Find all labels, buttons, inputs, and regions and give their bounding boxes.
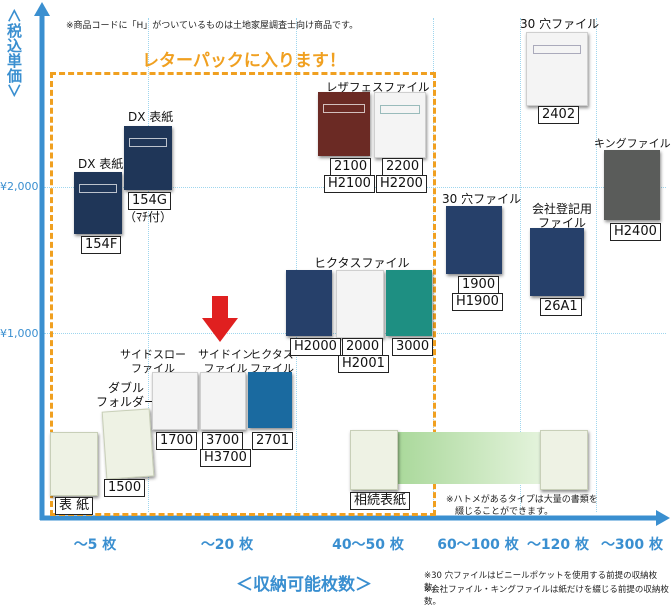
label-dx-hyoshi-f: DX 表紙 [78,157,124,171]
hiktas-2701-file [248,372,292,428]
label-30ana: 30 穴ファイル [442,192,522,206]
letterpack-box [50,72,436,516]
code-h2400: H2400 [610,223,661,241]
kaisha-26a1-file [530,228,584,296]
hiktas-3000-file [386,270,432,336]
code-2701: 2701 [252,432,294,450]
code-hyoshi: 表 紙 [55,497,94,515]
code-2000: 2000 [342,338,384,356]
code-1500: 1500 [104,479,146,497]
dx-154g-file [124,126,172,190]
king-h2400-file [604,150,660,220]
leather-2100-file [318,92,370,156]
side-slow-file [152,372,198,430]
code-2100: 2100 [330,158,372,176]
label-hiktas-small: ヒクタス ファイル [250,348,294,375]
code-1900: 1900 [458,276,500,294]
highlight-arrow [202,296,238,342]
label-double-folder: ダブル フォルダー [96,381,157,409]
code-3700: 3700 [202,432,244,450]
x-tick-5: ～5 枚 [73,537,117,553]
label-30ana-top: 30 穴ファイル [520,17,600,31]
x-tick-120: ～120 枚 [526,537,590,553]
x-tick-40-50: 40～50 枚 [332,537,404,553]
gridline-v2 [296,18,297,512]
code-h2100: H2100 [324,175,375,193]
code-154g-sub: （ﾏﾁ付） [124,210,173,224]
sozoku-file-left [350,430,398,490]
code-sozoku: 相続表紙 [350,492,411,510]
code-2200: 2200 [382,158,424,176]
code-154g: 154G [128,192,171,210]
hiktas-2000-file [336,270,384,338]
code-26a1: 26A1 [540,298,582,316]
label-hiktas: ヒクタスファイル [314,256,410,270]
code-h1900: H1900 [452,293,503,311]
label-dx-hyoshi-g: DX 表紙 [128,110,174,124]
x-tick-300: ～300 枚 [600,537,664,553]
hiktas-h2000-file [286,270,332,336]
gridline-v5 [596,18,597,512]
label-king: キングファイル G [594,137,672,150]
hatome-note: ※ハトメがあるタイプは大量の書類を 綴じることができます。 [446,495,598,517]
x-tick-60-100: 60～100 枚 [437,537,519,553]
y-tick-2000: ¥2,000 [0,180,39,193]
code-h2000: H2000 [290,338,341,356]
y-axis-label: ＜税込単価＞ [5,8,23,99]
code-h2001: H2001 [338,355,389,373]
x-axis-label: ＜収納可能枚数＞ [236,575,372,595]
double-folder-file [101,408,155,480]
letterpack-label: レターパックに入ります！ [142,51,346,71]
footnote-2: ※会社ファイル・キングファイルは紙だけを綴じる前提の収納枚数。 [424,585,669,607]
gridline-v1 [148,18,149,512]
label-kaisha: 会社登記用 ファイル [532,202,593,230]
code-h3700: H3700 [200,449,251,467]
hatome-band [396,432,546,484]
30ana-2402-file [526,32,588,106]
30ana-1900-file [446,206,502,274]
gridline-v4 [520,18,521,512]
code-1700: 1700 [156,432,198,450]
label-side-slow: サイドスロー ファイル [120,348,186,375]
label-leather: レザフェスファイル [326,80,430,94]
hyoshi-file [50,432,98,496]
leather-2200-file [374,92,426,158]
sozoku-file-right [540,430,588,490]
dx-154f-file [74,172,122,234]
footnote-1: ※30 穴ファイルはビニールポケットを使用する前提の収納枚数。 [424,571,658,593]
code-154f: 154F [81,236,122,254]
y-tick-1000: ¥1,000 [0,327,39,340]
code-h2200: H2200 [376,175,427,193]
code-2402: 2402 [538,106,580,124]
label-side-in: サイドイン ファイル [198,348,253,375]
side-in-file [200,372,246,430]
top-note: ※商品コードに「H」がついているものは土地家屋調査士向け商品です。 [66,21,359,31]
code-3000: 3000 [392,338,434,356]
x-tick-20: ～20 枚 [200,537,254,553]
